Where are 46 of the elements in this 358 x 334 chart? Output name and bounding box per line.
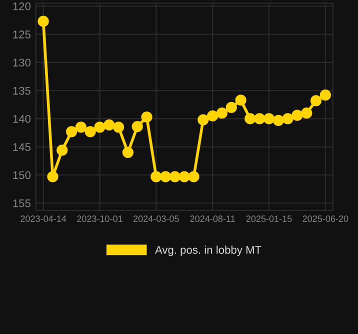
y-tick-label: 155 xyxy=(13,199,30,208)
point xyxy=(292,110,303,121)
point xyxy=(66,126,78,138)
point xyxy=(132,121,143,132)
point xyxy=(122,146,134,158)
point xyxy=(188,171,200,182)
point xyxy=(169,171,181,182)
point xyxy=(178,171,190,182)
point xyxy=(112,122,124,133)
y-tick-label: 130 xyxy=(13,58,31,67)
point xyxy=(141,111,152,123)
legend-label: Avg. pos. in lobby MT xyxy=(154,246,262,256)
point xyxy=(104,119,115,130)
y-tick-label: 135 xyxy=(13,86,30,95)
point xyxy=(198,114,209,126)
point xyxy=(282,113,294,124)
point xyxy=(254,113,266,124)
x-tick-label: 2025-01-15 xyxy=(246,216,292,222)
point xyxy=(56,144,68,156)
point xyxy=(301,108,312,119)
y-tick-label: 145 xyxy=(13,143,30,151)
y-tick-label: 120 xyxy=(13,2,31,10)
x-tick-label: 2023-10-01 xyxy=(77,216,122,222)
y-tick-label: 125 xyxy=(13,30,30,38)
point xyxy=(38,16,49,27)
x-tick-label: 2024-08-11 xyxy=(190,216,235,222)
point xyxy=(263,113,275,124)
x-tick-label: 2025-06-20 xyxy=(302,216,348,222)
point xyxy=(216,108,228,119)
point xyxy=(310,95,322,106)
x-tick-label: 2023-04-14 xyxy=(20,216,66,222)
point xyxy=(226,102,237,113)
point xyxy=(320,90,331,101)
point xyxy=(235,94,246,106)
point xyxy=(207,110,218,122)
point xyxy=(272,114,284,126)
y-tick-label: 140 xyxy=(13,114,31,123)
point xyxy=(84,126,96,138)
point xyxy=(160,171,172,182)
point xyxy=(150,171,162,182)
point xyxy=(244,113,256,124)
point xyxy=(47,171,58,182)
point xyxy=(94,122,106,133)
x-tick-label: 2024-03-05 xyxy=(134,216,179,222)
y-tick-label: 150 xyxy=(13,171,31,180)
point xyxy=(75,122,86,133)
